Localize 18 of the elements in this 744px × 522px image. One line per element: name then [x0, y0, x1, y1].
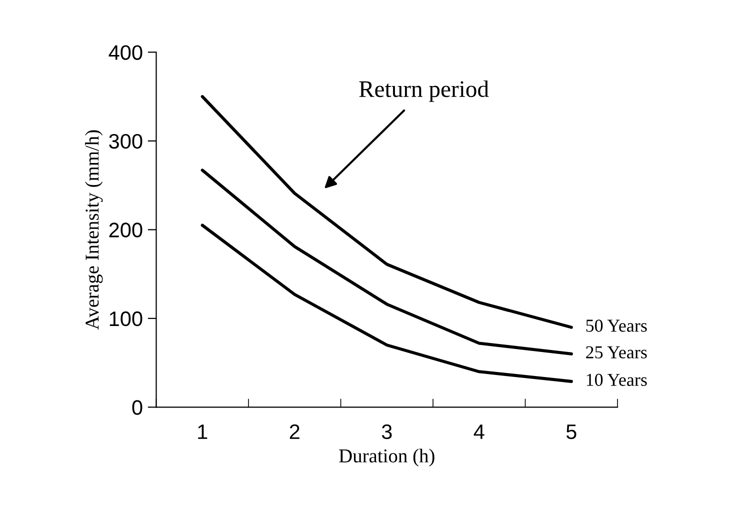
x-tick-label: 2 — [290, 424, 300, 439]
y-axis-title: Average Intensity (mm/h) — [85, 130, 103, 330]
y-tick-label: 400 — [108, 45, 142, 60]
y-tick-label: 100 — [110, 311, 142, 326]
series-label: 10 Years — [586, 374, 647, 386]
series-label: 25 Years — [586, 346, 647, 358]
x-tick-label: 3 — [382, 424, 392, 440]
annotation: Return period — [359, 80, 489, 102]
x-tick-label: 4 — [474, 424, 484, 439]
line-series — [200, 168, 573, 356]
line-series — [200, 224, 573, 383]
x-tick-label: 5 — [566, 424, 576, 440]
x-tick-label: 1 — [198, 424, 208, 439]
y-tick-label: 0 — [132, 400, 142, 415]
y-tick-label: 200 — [109, 222, 142, 238]
x-axis-title: Duration (h) — [339, 448, 434, 466]
series-label: 50 Years — [586, 320, 647, 332]
y-tick-label: 300 — [109, 134, 142, 149]
